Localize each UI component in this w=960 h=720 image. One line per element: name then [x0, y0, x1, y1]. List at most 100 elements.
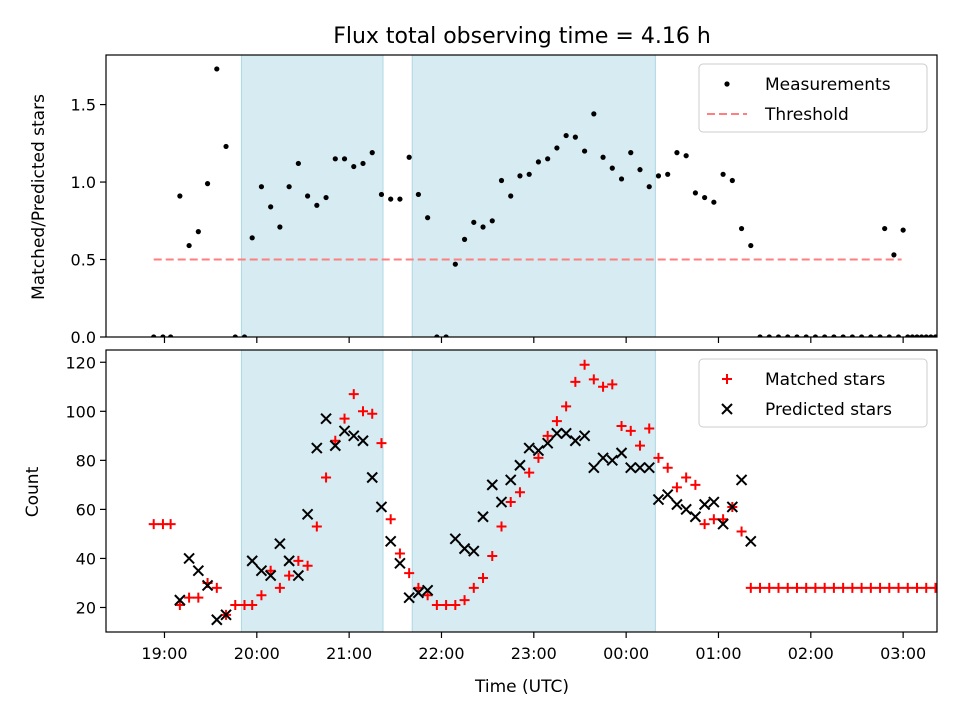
measurement-point: [895, 334, 902, 337]
measurement-point: [461, 236, 468, 242]
matched-star-point: [755, 582, 766, 593]
measurement-point: [323, 194, 329, 201]
x-tick-label: 22:00: [418, 644, 464, 663]
predicted-star-point: [643, 461, 655, 474]
matched-star-point: [699, 519, 710, 530]
measurement-point: [683, 153, 689, 159]
predicted-star-point: [220, 609, 232, 621]
predicted-star-point: [717, 518, 729, 530]
measurement-point: [223, 143, 229, 150]
predicted-star-point: [357, 435, 369, 447]
measurement-point: [332, 156, 338, 162]
measurement-point: [563, 132, 569, 139]
measurement-point: [406, 154, 412, 160]
matched-star-point: [422, 590, 433, 601]
matched-star-point: [394, 548, 405, 559]
predicted-star-point: [458, 542, 471, 555]
measurement-point: [942, 334, 947, 339]
predicted-star-point: [449, 533, 462, 545]
matched-star-point: [542, 430, 553, 441]
matched-star-point: [570, 376, 581, 387]
measurement-point: [341, 156, 348, 162]
predicted-star-point: [505, 474, 517, 486]
y-tick-label: 60: [76, 500, 96, 519]
x-tick-label: 20:00: [234, 644, 280, 663]
measurement-point: [858, 334, 865, 337]
predicted-star-point: [514, 459, 526, 471]
predicted-star-point: [486, 479, 498, 491]
measurement-point: [351, 163, 357, 170]
matched-star-point: [284, 570, 295, 581]
predicted-star-point: [671, 498, 683, 511]
matched-star-point: [385, 514, 396, 525]
matched-star-point: [921, 582, 932, 593]
matched-star-point: [838, 582, 849, 593]
measurement-point: [937, 334, 942, 339]
matched-star-point: [588, 374, 599, 385]
matched-star-point: [459, 595, 470, 606]
predicted-star-point: [745, 535, 757, 547]
predicted-star-point: [477, 511, 489, 523]
measurement-point: [882, 225, 888, 232]
predicted-star-point: [394, 557, 406, 570]
y-tick-label: 1.0: [71, 173, 96, 192]
measurement-point: [674, 150, 680, 156]
measurement-point: [160, 334, 166, 337]
count-panel: 20 40 60 80 100 120 19:00 20:00 21:00 22:00 23:00 0…: [65, 349, 950, 663]
measurement-point: [204, 181, 211, 187]
measurement-point: [517, 173, 523, 179]
x-tick-label: 19:00: [141, 644, 187, 663]
measurement-point: [822, 334, 828, 337]
matched-star-point: [302, 560, 313, 571]
x-tick-label: 02:00: [788, 644, 834, 663]
observing-interval: [411, 349, 656, 633]
matched-star-point: [450, 600, 461, 611]
matched-star-point: [764, 582, 775, 593]
observing-interval: [240, 54, 384, 338]
predicted-star-point: [283, 555, 295, 567]
matched-star-point: [810, 582, 821, 593]
matched-star-point: [662, 462, 673, 473]
measurement-point: [314, 202, 320, 208]
legend: Measurements Threshold: [698, 63, 928, 133]
matched-star-point: [478, 573, 489, 584]
predicted-star-point: [680, 503, 692, 516]
measurement-point: [628, 150, 634, 156]
measurement-point: [720, 171, 726, 177]
matched-star-point: [940, 583, 950, 593]
measurement-point: [928, 334, 934, 337]
measurement-point: [535, 159, 542, 165]
measurement-point: [177, 193, 183, 199]
predicted-star-point: [301, 508, 314, 521]
measurement-point: [775, 334, 782, 337]
measurement-point: [757, 334, 763, 337]
measurement-point: [840, 334, 846, 337]
measurement-point: [434, 334, 440, 337]
predicted-star-point: [264, 569, 277, 582]
predicted-star-point: [412, 587, 425, 599]
y-axis-label-top: Matched/Predicted stars: [29, 94, 49, 300]
matched-star-point: [930, 582, 937, 593]
predicted-star-point: [689, 511, 702, 523]
measurement-point: [909, 334, 915, 337]
matched-star-point: [616, 421, 627, 432]
measurement-point: [868, 334, 874, 337]
predicted-star-point: [320, 412, 332, 425]
measurement-point: [849, 334, 855, 337]
matched-star-point: [404, 568, 415, 579]
y-tick-label: 20: [76, 598, 96, 617]
matched-star-point: [791, 582, 802, 593]
matched-star-point: [533, 452, 544, 463]
x-tick-label: 03:00: [880, 644, 926, 663]
measurement-point: [794, 334, 800, 337]
measurement-point: [803, 334, 809, 337]
matched-star-point: [856, 582, 867, 593]
matched-star-point: [819, 582, 830, 593]
matched-star-point: [745, 582, 756, 593]
predicted-star-point: [292, 569, 305, 582]
measurement-point: [168, 334, 174, 337]
predicted-star-point: [274, 538, 286, 550]
measurement-point: [241, 334, 248, 337]
measurement-point: [214, 66, 220, 72]
matched-star-point: [579, 359, 590, 370]
